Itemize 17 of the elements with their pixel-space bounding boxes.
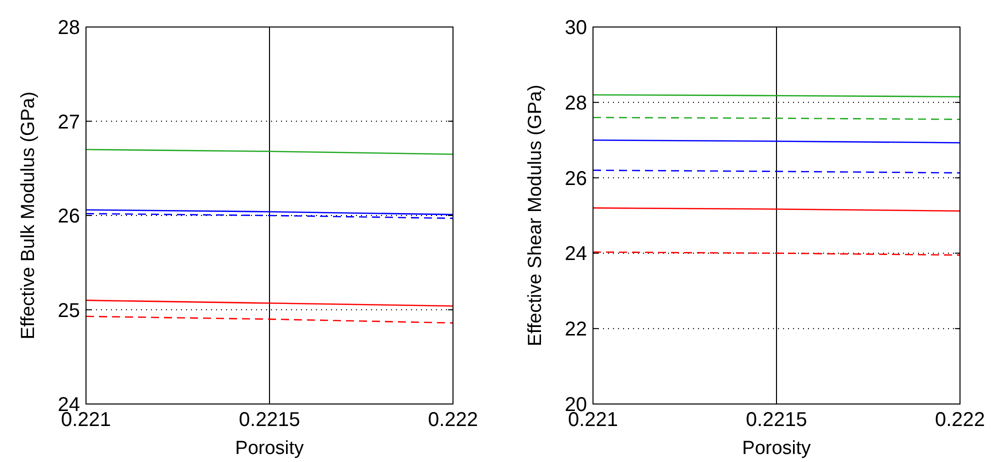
y-tick-label: 28	[58, 17, 80, 39]
y-tick-label: 25	[58, 300, 80, 322]
y-tick-label: 26	[564, 168, 587, 190]
y-axis-title: Effective Bulk Modulus (GPa)	[18, 92, 39, 340]
y-tick-label: 28	[564, 92, 587, 114]
x-tick-label: 0.222	[428, 409, 478, 431]
x-tick-label: 0.2215	[238, 409, 300, 431]
y-tick-label: 24	[564, 243, 587, 266]
x-tick-label: 0.222	[934, 409, 986, 431]
y-tick-label: 27	[58, 111, 80, 134]
y-axis-title: Effective Shear Modulus (GPa)	[525, 84, 546, 346]
y-tick-label: 30	[564, 17, 587, 39]
x-axis-title: Porosity	[742, 438, 812, 459]
y-tick-label: 22	[564, 318, 587, 341]
y-tick-label: 26	[58, 206, 80, 228]
x-axis-title: Porosity	[235, 438, 304, 459]
x-tick-label: 0.2215	[746, 409, 808, 431]
